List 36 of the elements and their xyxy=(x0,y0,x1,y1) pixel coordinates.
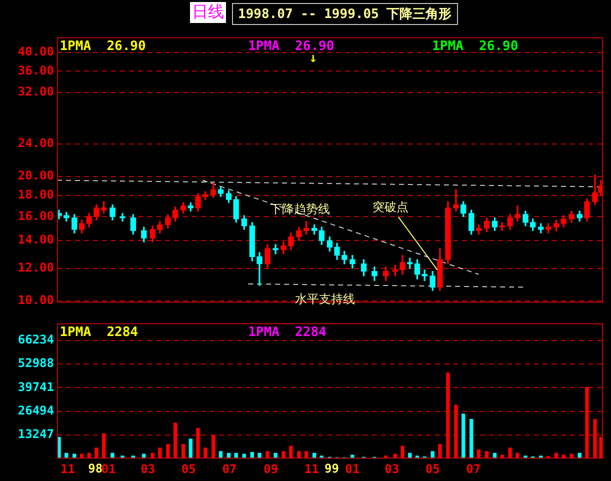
y-tick-label: 12.00 xyxy=(18,260,54,274)
y-tick-label: 24.00 xyxy=(18,136,54,150)
y-tick-label: 14.00 xyxy=(18,232,54,247)
x-tick-label: 03 xyxy=(140,462,156,476)
annotation: 1PMA 2284 xyxy=(248,325,327,340)
y-tick-label: 40.00 xyxy=(18,44,54,58)
x-tick-label: 07 xyxy=(466,462,481,476)
y-tick-label: 18.00 xyxy=(18,188,54,202)
x-tick-label: 01 xyxy=(101,462,116,476)
y-tick-label: 36.00 xyxy=(18,63,54,78)
x-tick-label: 05 xyxy=(181,462,196,476)
y-tick-label: 39741 xyxy=(18,380,54,394)
annotation: 下降趋势线 xyxy=(270,202,330,216)
text: 99 xyxy=(324,462,339,476)
annotation: 1PMA 26.90 xyxy=(432,39,518,54)
y-tick-label: 16.00 xyxy=(18,208,54,223)
y-tick-label: 32.00 xyxy=(18,84,54,98)
y-tick-label: 13247 xyxy=(18,427,54,442)
annotation: 1PMA 2284 xyxy=(60,325,138,340)
annotation: 1PMA 26.90 xyxy=(60,39,146,54)
text: 98 xyxy=(88,462,103,476)
y-tick-label: 10.00 xyxy=(18,293,54,308)
y-tick-label: 26494 xyxy=(18,403,54,418)
y-tick-label: 20.00 xyxy=(18,168,54,183)
chart-title: 1998.07 -- 1999.05 下降三角形 xyxy=(232,3,458,25)
x-tick-label: 09 xyxy=(264,462,278,476)
x-tick-label: 07 xyxy=(222,462,237,476)
x-tick-label: 11 xyxy=(60,462,75,476)
x-tick-label: 03 xyxy=(384,462,400,476)
y-tick-label: 66234 xyxy=(18,332,54,347)
y-tick-label: 52988 xyxy=(18,356,54,370)
chart-subtitle: 日线 xyxy=(190,2,226,23)
annotation: 突破点 xyxy=(372,200,408,214)
x-tick-label: 11 xyxy=(304,462,319,476)
x-tick-label: 05 xyxy=(425,462,440,476)
x-tick-label: 01 xyxy=(345,462,360,476)
